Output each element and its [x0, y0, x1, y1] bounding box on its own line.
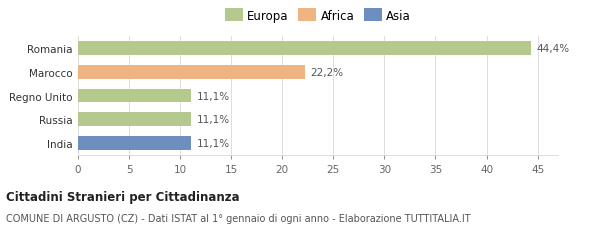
Text: 22,2%: 22,2%	[310, 68, 343, 78]
Bar	[78, 66, 305, 79]
Text: 44,4%: 44,4%	[536, 44, 569, 54]
Text: COMUNE DI ARGUSTO (CZ) - Dati ISTAT al 1° gennaio di ogni anno - Elaborazione TU: COMUNE DI ARGUSTO (CZ) - Dati ISTAT al 1…	[6, 213, 470, 223]
Text: 11,1%: 11,1%	[196, 139, 230, 148]
Bar	[78, 89, 191, 103]
Legend: Europa, Africa, Asia: Europa, Africa, Asia	[221, 5, 415, 26]
Bar	[78, 136, 191, 150]
Text: 11,1%: 11,1%	[196, 115, 230, 125]
Text: Cittadini Stranieri per Cittadinanza: Cittadini Stranieri per Cittadinanza	[6, 190, 239, 203]
Bar	[78, 42, 532, 56]
Text: 11,1%: 11,1%	[196, 91, 230, 101]
Bar	[78, 113, 191, 127]
